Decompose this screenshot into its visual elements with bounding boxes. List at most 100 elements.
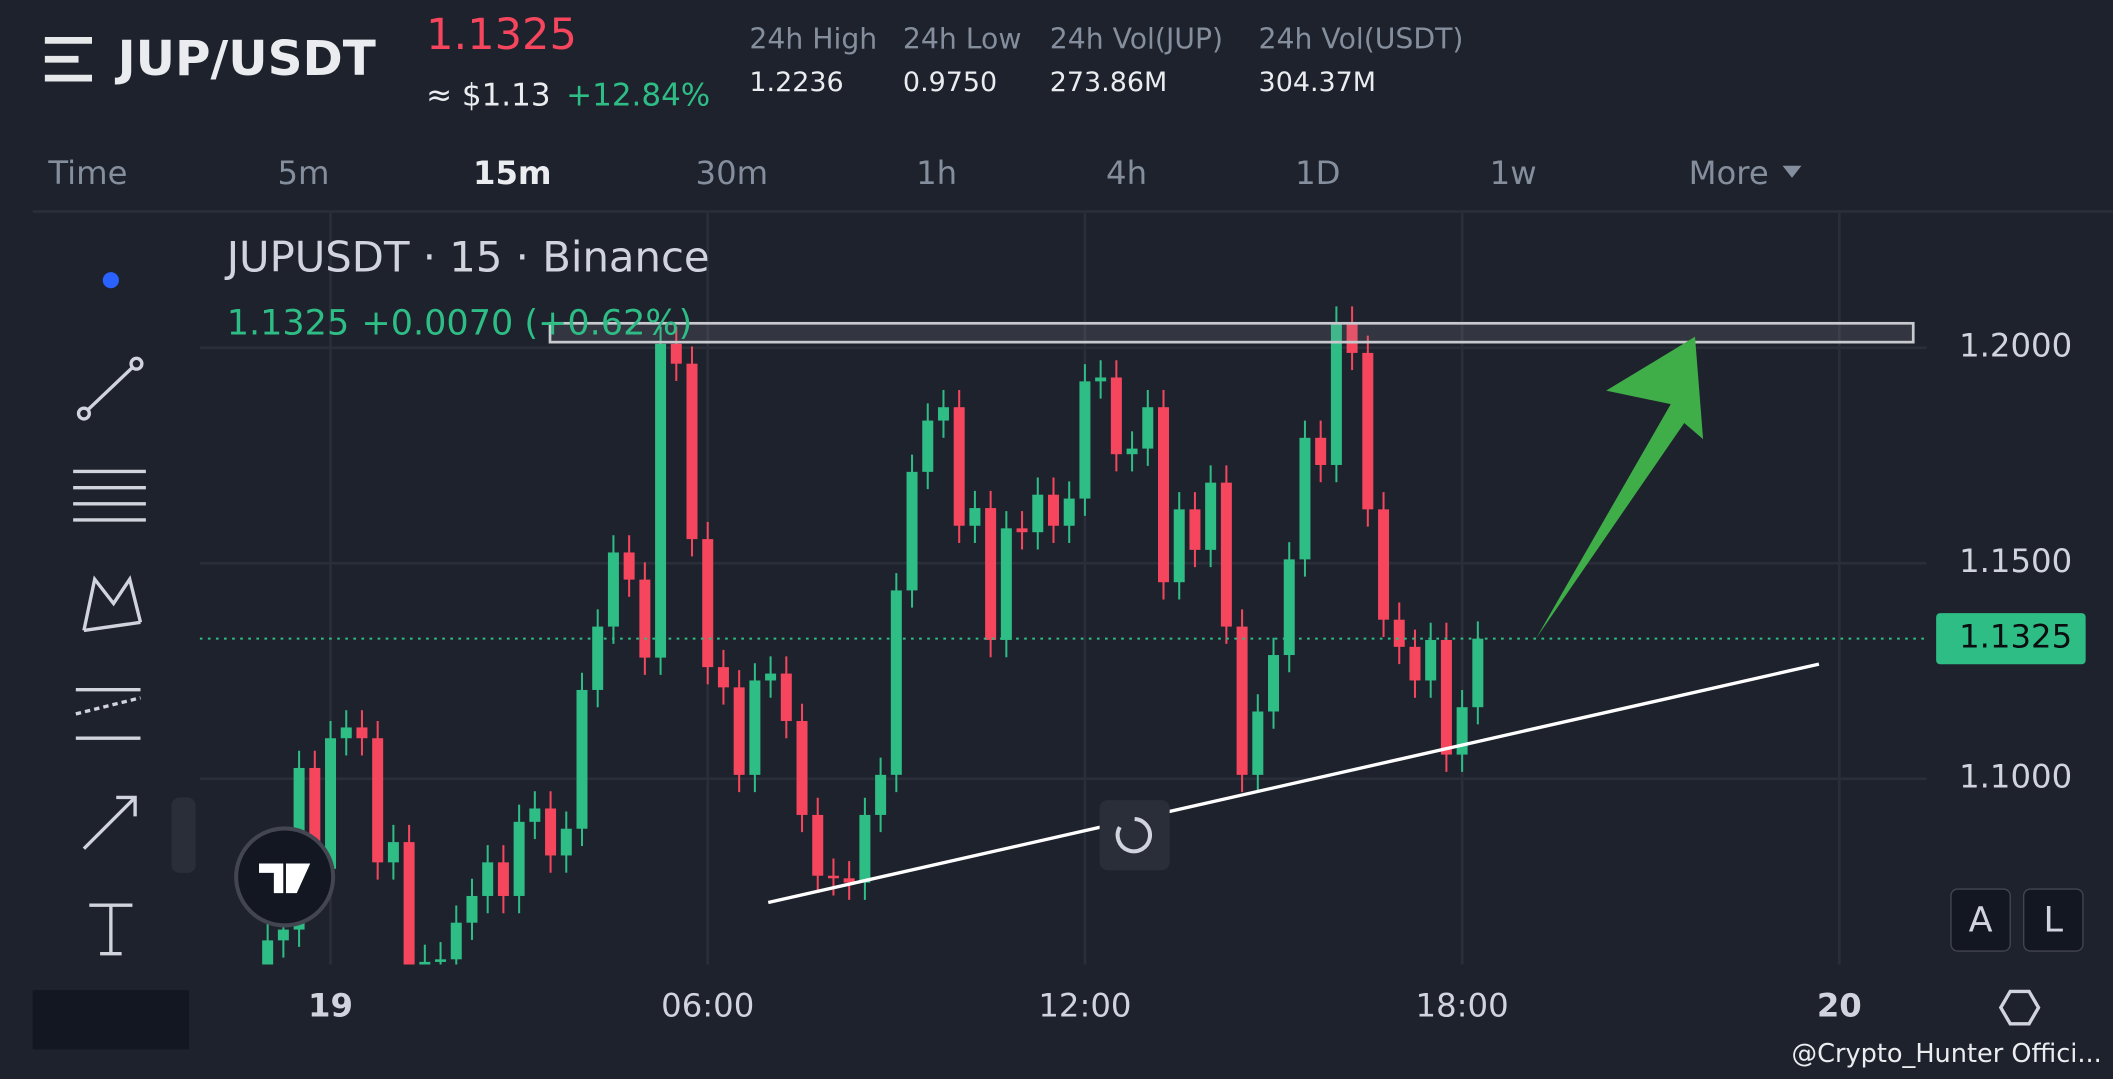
stat-label: 24h Vol(JUP) <box>1050 22 1223 55</box>
candle-body <box>576 689 588 829</box>
candle-body <box>985 508 997 640</box>
tv-logo-mark <box>259 863 311 894</box>
text-tool[interactable] <box>89 903 133 956</box>
price: 1.1325 <box>426 10 577 60</box>
x-tick-label: 06:00 <box>661 987 754 1025</box>
candle-body <box>1283 559 1295 656</box>
candle-body <box>1095 377 1107 382</box>
candle-body <box>1268 655 1280 712</box>
toolbar-more[interactable] <box>32 990 189 1050</box>
candle-body <box>875 774 887 815</box>
candle-body <box>765 673 777 681</box>
projection-tool[interactable] <box>75 688 141 740</box>
timeframe-tab[interactable]: 1D <box>1295 154 1340 192</box>
candle-body <box>890 590 902 775</box>
settings-icon[interactable] <box>1998 989 2041 1026</box>
menu-icon[interactable] <box>44 37 93 82</box>
candle-body <box>1330 323 1342 465</box>
candle-body <box>686 363 698 540</box>
y-tick-label: 1.1500 <box>1959 542 2072 580</box>
y-tick-label: 1.1000 <box>1959 758 2072 796</box>
candle-body <box>1142 407 1154 449</box>
arrow-tool[interactable] <box>82 795 137 850</box>
candle-body <box>1299 437 1311 560</box>
arrow-annotation <box>1536 336 1704 639</box>
fib-tool[interactable] <box>73 469 146 522</box>
candle-body <box>560 828 572 856</box>
candle-body <box>1409 646 1421 681</box>
log-scale[interactable] <box>2023 888 2084 952</box>
timeframe-tab[interactable]: 15m <box>473 154 552 192</box>
candle-body <box>1173 509 1185 583</box>
candle-body <box>466 895 478 923</box>
timeframe-tab[interactable]: 4h <box>1106 154 1147 192</box>
candle-body <box>482 862 494 896</box>
candle-body <box>372 738 384 863</box>
stat-label: 24h Low <box>903 22 1022 55</box>
log-scale-label: L <box>2044 899 2064 940</box>
candle-body <box>1189 509 1201 550</box>
candle-body <box>1063 498 1075 526</box>
reset-button[interactable] <box>1099 800 1170 871</box>
timeframe-tabs: Time 5m 15m 30m 1h 4h 1D 1w More <box>47 154 1802 192</box>
candle-body <box>623 552 635 580</box>
timeframe-tab[interactable]: Time <box>47 154 127 192</box>
cursor-tool[interactable] <box>102 272 119 289</box>
timeframe-tab[interactable]: 30m <box>696 154 769 192</box>
candle-body <box>1315 437 1327 465</box>
candle-body <box>1000 528 1012 640</box>
candle-body <box>733 687 745 775</box>
line-tool[interactable] <box>76 356 144 421</box>
candle-body <box>796 720 808 815</box>
candle-body <box>1378 509 1390 620</box>
candle-body <box>1220 482 1232 627</box>
candle-body <box>1456 707 1468 755</box>
chart-title: JUPUSDT · 15 · Binance <box>224 232 710 281</box>
candle-body <box>670 343 682 364</box>
timeframe-tab[interactable]: More <box>1689 154 1769 192</box>
candle-body <box>1016 528 1028 533</box>
candle-body <box>1032 494 1044 533</box>
pair[interactable]: JUP/USDT <box>115 31 376 87</box>
candle-body <box>1346 323 1358 353</box>
candle-body <box>529 808 541 822</box>
candle-body <box>639 579 651 658</box>
candle-body <box>906 471 918 591</box>
watermark: @Crypto_Hunter Offici... <box>1792 1039 2102 1069</box>
candle-body <box>1047 494 1059 526</box>
candle-body <box>953 407 965 526</box>
stat-value: 0.9750 <box>903 67 997 98</box>
auto-scale[interactable] <box>1950 888 2011 952</box>
candle-body <box>859 814 871 883</box>
candle-body <box>356 727 368 739</box>
candle-body <box>843 878 855 883</box>
plot <box>199 212 1927 965</box>
timeframe-tab[interactable]: 1h <box>916 154 957 192</box>
stat-value: 273.86M <box>1050 67 1168 98</box>
candle-body <box>922 420 934 472</box>
last-price-label: 1.1325 <box>1959 618 2072 656</box>
candle-body <box>1362 352 1374 510</box>
pattern-tool[interactable] <box>82 575 143 633</box>
candle-body <box>1425 639 1437 681</box>
candle-body <box>749 680 761 775</box>
candle-body <box>1158 407 1170 583</box>
tv-logo[interactable] <box>234 826 336 928</box>
collapse-toolbar[interactable] <box>171 797 196 873</box>
candle-body <box>309 767 321 869</box>
candle-body <box>827 875 839 879</box>
candle-body <box>1440 639 1452 755</box>
x-tick-label: 19 <box>308 987 353 1025</box>
timeframe-tab[interactable]: 1w <box>1490 154 1537 192</box>
candle-body <box>592 626 604 690</box>
change: +12.84% <box>566 77 710 113</box>
timeframe-tab[interactable]: 5m <box>277 154 329 192</box>
stat-label: 24h Vol(USDT) <box>1259 22 1464 55</box>
axes: 19 06:00 12:00 18:00 20 1.1000 1.1500 1.2000 1.1… <box>308 327 2086 1025</box>
candle-body <box>780 673 792 721</box>
candle-body <box>1205 482 1217 550</box>
candle-body <box>340 727 352 739</box>
